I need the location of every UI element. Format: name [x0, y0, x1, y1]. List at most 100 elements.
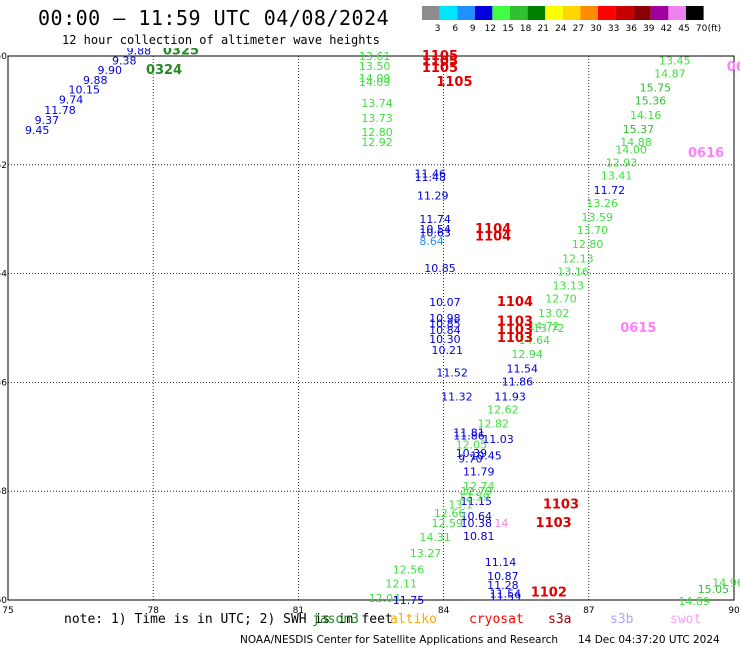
wave-height-point: 15.36: [635, 95, 667, 108]
wave-height-point: 11.81: [453, 426, 485, 439]
pass-id-label: 1105: [422, 49, 458, 64]
wave-height-point: 11.29: [417, 189, 449, 202]
pass-id-label: 1102: [531, 585, 567, 600]
wave-height-point: 14.09: [359, 72, 391, 85]
wave-height-point: 10.64: [461, 510, 493, 523]
y-tick-label: -50: [0, 52, 7, 62]
color-bin-label: 15: [502, 24, 513, 34]
color-scale-unit: (ft): [708, 24, 722, 34]
wave-height-point: 15.5: [739, 570, 740, 583]
wave-height-point: 9.90: [98, 64, 123, 77]
wave-height-point: 12.56: [393, 564, 425, 577]
pass-id-label: 1104: [475, 230, 511, 245]
wave-height-point: 12.04: [369, 592, 401, 605]
wave-height-point: 14.46: [664, 604, 696, 617]
color-bin-label: 21: [537, 24, 548, 34]
y-tick-label: -52: [0, 161, 7, 171]
pass-id-label: 1103: [497, 331, 533, 346]
wave-height-point: 12.80: [361, 126, 393, 139]
satellite-altiko: altiko: [390, 612, 437, 627]
wave-height-point: 11.03: [482, 433, 514, 446]
wave-height-point: 10.21: [432, 344, 464, 357]
wave-height-point: 12.13: [562, 252, 594, 265]
wave-height-point: 10.81: [463, 530, 495, 543]
color-bin-6: [439, 6, 458, 20]
pass-id-label: 1103: [497, 314, 533, 329]
wave-height-point: 9.88: [83, 74, 108, 87]
color-bin-18: [510, 6, 528, 20]
wave-height-point: 13.74: [361, 97, 393, 110]
wave-height-point: 11.52: [436, 367, 468, 380]
color-bin-42: [650, 6, 669, 20]
color-bin-45: [668, 6, 686, 20]
color-bin-36: [615, 6, 634, 20]
wave-height-point: 14.87: [654, 67, 686, 80]
wave-height-point: 11.74: [419, 213, 451, 226]
wave-height-point: 12.92: [361, 136, 393, 149]
pass-id-label: 1104: [497, 295, 533, 310]
wave-height-point: 8.64: [419, 235, 444, 248]
footer-credit: NOAA/NESDIS Center for Satellite Applica…: [240, 634, 558, 646]
pass-id-label: 0616: [688, 146, 724, 161]
wave-height-point: 13.59: [582, 211, 614, 224]
wave-height-point: 13.13: [553, 280, 585, 293]
footer-timestamp: 14 Dec 04:37:20 UTC 2024: [578, 634, 720, 646]
wave-height-point: 12.74: [463, 480, 495, 493]
color-bin-21: [527, 6, 546, 20]
satellite-cryosat: cryosat: [469, 612, 524, 627]
wave-height-point: 10.98: [429, 312, 461, 325]
wave-height-point: 12.80: [572, 238, 604, 251]
color-bin-12: [474, 6, 493, 20]
wave-height-point: 11.54: [490, 587, 521, 600]
color-bin-24: [545, 6, 563, 20]
wave-height-point: 12.93: [606, 157, 638, 170]
wave-height-point: 15.75: [640, 82, 672, 95]
x-tick-label: 78: [147, 606, 159, 616]
color-bin-label: 9: [470, 24, 476, 34]
wave-height-point: 14.89: [678, 595, 710, 608]
wave-height-point: 14.09: [359, 76, 391, 89]
wave-height-point: 13.70: [577, 224, 609, 237]
wave-height-point: 9.37: [35, 114, 60, 127]
wave-height-point: 11.75: [393, 594, 425, 607]
wave-height-point: 9.88: [127, 45, 152, 58]
wave-height-point: 11.48: [415, 171, 447, 184]
wave-height-point: 14: [494, 517, 508, 530]
wave-height-point: 10.85: [424, 262, 456, 275]
satellite-swot: swot: [670, 612, 702, 627]
wave-height-point: 14.96: [712, 577, 740, 590]
wave-height-point: 13.27: [410, 547, 442, 560]
satellite-s3a: s3a: [548, 612, 572, 627]
pass-id-label: 1104: [475, 222, 511, 237]
wave-height-point: 13.61: [359, 50, 391, 63]
color-bin-30: [580, 6, 598, 20]
color-bin-27: [562, 6, 581, 20]
color-bin-9: [457, 6, 475, 20]
plot-frame: [7, 55, 735, 601]
color-bin-39: [633, 6, 651, 20]
x-tick-label: 81: [293, 606, 304, 616]
pass-id-label: 0324: [146, 63, 182, 78]
chart-subtitle: 12 hour collection of altimeter wave hei…: [62, 33, 380, 47]
wave-height-point: 9.74: [59, 94, 84, 107]
footer-note: note: 1) Time is in UTC; 2) SWH is in fe…: [64, 612, 393, 627]
wave-height-point: 13.72: [533, 322, 565, 335]
y-tick-label: -54: [0, 270, 7, 280]
wave-height-point: 11.54: [507, 362, 539, 375]
wave-height-point: 11.79: [463, 466, 495, 479]
x-tick-label: 87: [583, 606, 594, 616]
wave-height-point: 14.16: [630, 109, 662, 122]
color-bin-70: [686, 6, 704, 20]
wave-height-point: 10.84: [429, 324, 461, 337]
wave-height-point: 10.30: [429, 333, 461, 346]
satellite-jason3: jason3: [312, 612, 359, 627]
wave-height-point: 11.46: [415, 168, 447, 181]
color-bin-label: 30: [590, 24, 602, 34]
pass-id-label: 1105: [436, 75, 472, 90]
color-bin-label: 36: [625, 24, 637, 34]
pass-id-label: 1103: [536, 516, 572, 531]
wave-height-point: 15.37: [623, 123, 655, 136]
pass-id-label: 0325: [163, 44, 199, 59]
